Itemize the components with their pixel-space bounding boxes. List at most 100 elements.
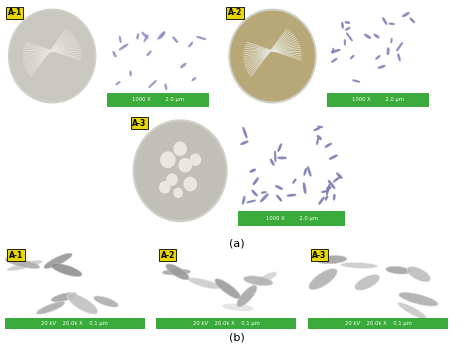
Polygon shape (133, 120, 227, 221)
Ellipse shape (365, 34, 371, 38)
Bar (308, 318, 448, 329)
Ellipse shape (327, 187, 331, 189)
Ellipse shape (119, 36, 121, 42)
Ellipse shape (287, 195, 296, 196)
Ellipse shape (308, 167, 311, 176)
Ellipse shape (160, 32, 164, 38)
Ellipse shape (342, 22, 343, 28)
Ellipse shape (386, 266, 411, 274)
Polygon shape (9, 9, 96, 103)
Text: 20 kV    20.0k X    0.1 μm: 20 kV 20.0k X 0.1 μm (193, 321, 260, 326)
Text: A-1: A-1 (8, 8, 22, 17)
Ellipse shape (403, 12, 409, 17)
Ellipse shape (410, 18, 415, 22)
Ellipse shape (253, 178, 258, 185)
Bar (5, 318, 145, 329)
Ellipse shape (398, 303, 427, 319)
Ellipse shape (158, 32, 165, 39)
Ellipse shape (374, 34, 379, 38)
Ellipse shape (113, 52, 116, 57)
Ellipse shape (256, 272, 277, 284)
Ellipse shape (303, 183, 306, 193)
Circle shape (179, 159, 191, 172)
Ellipse shape (222, 303, 254, 312)
Ellipse shape (192, 78, 196, 81)
Text: A-3: A-3 (312, 251, 327, 260)
Ellipse shape (237, 285, 257, 307)
Text: A-1: A-1 (9, 251, 23, 260)
Ellipse shape (353, 80, 360, 82)
Ellipse shape (346, 28, 350, 30)
Ellipse shape (276, 186, 283, 189)
Ellipse shape (329, 155, 337, 159)
Polygon shape (10, 11, 94, 101)
Bar (238, 210, 345, 226)
Ellipse shape (278, 144, 282, 151)
Ellipse shape (397, 43, 402, 51)
Ellipse shape (333, 48, 334, 53)
Ellipse shape (250, 169, 255, 172)
Ellipse shape (147, 51, 151, 56)
Ellipse shape (278, 157, 286, 159)
Ellipse shape (165, 84, 167, 90)
Ellipse shape (277, 195, 282, 201)
Ellipse shape (51, 293, 77, 302)
Ellipse shape (166, 264, 189, 280)
Ellipse shape (197, 37, 206, 39)
Ellipse shape (261, 194, 268, 202)
Polygon shape (229, 9, 316, 103)
Ellipse shape (331, 50, 340, 52)
Ellipse shape (345, 40, 346, 45)
Circle shape (160, 182, 170, 193)
Text: 1000 X         2.0 μm: 1000 X 2.0 μm (265, 216, 318, 221)
Text: (b): (b) (229, 332, 245, 342)
Ellipse shape (189, 42, 192, 47)
Bar (156, 318, 296, 329)
Ellipse shape (328, 180, 335, 188)
Ellipse shape (346, 22, 350, 23)
Polygon shape (231, 11, 314, 101)
Ellipse shape (314, 128, 319, 130)
Ellipse shape (181, 63, 186, 68)
Ellipse shape (322, 191, 328, 192)
Ellipse shape (317, 136, 321, 139)
Circle shape (184, 177, 196, 191)
Ellipse shape (332, 59, 337, 62)
Text: A-2: A-2 (228, 8, 242, 17)
Text: 20 kV    20.0k X    0.1 μm: 20 kV 20.0k X 0.1 μm (345, 321, 411, 326)
Ellipse shape (262, 192, 266, 193)
Ellipse shape (94, 296, 118, 307)
Ellipse shape (241, 141, 248, 145)
Ellipse shape (327, 185, 329, 195)
Ellipse shape (383, 18, 387, 24)
Ellipse shape (318, 126, 322, 128)
Ellipse shape (391, 38, 392, 43)
Ellipse shape (346, 33, 352, 41)
Circle shape (174, 142, 186, 155)
Ellipse shape (317, 256, 346, 264)
Ellipse shape (340, 263, 378, 268)
Ellipse shape (142, 32, 148, 38)
Ellipse shape (304, 168, 306, 175)
Ellipse shape (215, 279, 240, 299)
Circle shape (174, 188, 182, 197)
Ellipse shape (319, 197, 324, 204)
Ellipse shape (317, 138, 318, 145)
Ellipse shape (387, 48, 389, 55)
Ellipse shape (293, 179, 296, 183)
Text: 20 kV    20.0k X    0.1 μm: 20 kV 20.0k X 0.1 μm (41, 321, 108, 326)
Ellipse shape (243, 197, 245, 204)
Ellipse shape (325, 143, 331, 147)
Ellipse shape (7, 260, 43, 271)
Circle shape (167, 174, 177, 185)
Ellipse shape (398, 54, 400, 61)
Ellipse shape (149, 80, 156, 88)
Ellipse shape (119, 44, 128, 50)
Ellipse shape (389, 23, 394, 24)
Ellipse shape (173, 37, 177, 42)
Ellipse shape (44, 253, 72, 268)
Ellipse shape (334, 195, 335, 200)
Ellipse shape (274, 151, 276, 162)
Ellipse shape (5, 258, 40, 269)
Ellipse shape (188, 278, 221, 289)
